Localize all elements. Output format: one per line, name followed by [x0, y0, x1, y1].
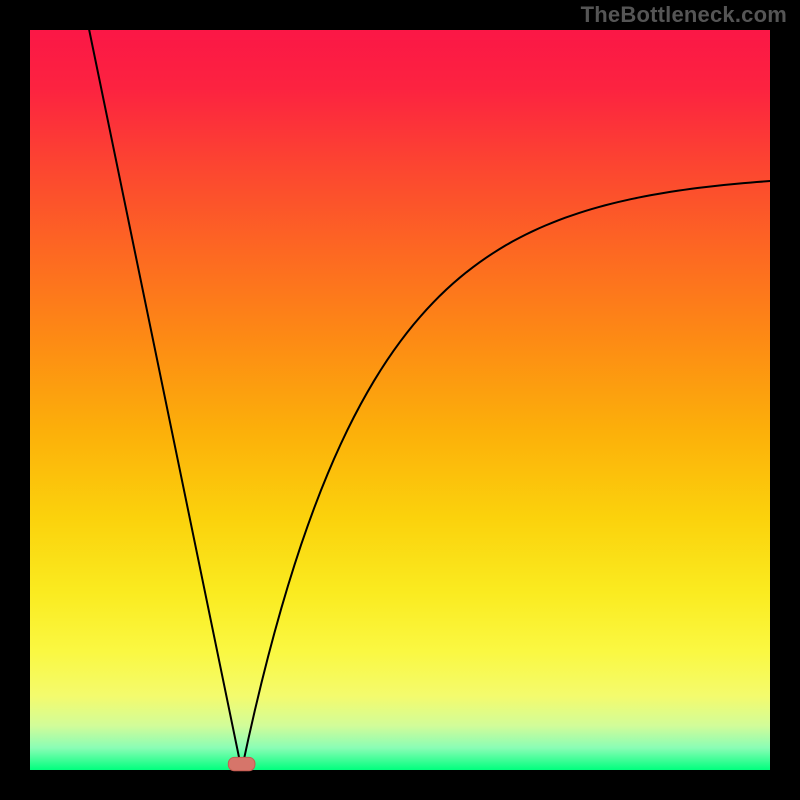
bottleneck-chart: [0, 0, 800, 800]
chart-background: [30, 30, 770, 770]
optimal-point-marker: [228, 757, 255, 770]
chart-svg: [0, 0, 800, 800]
watermark-text: TheBottleneck.com: [581, 2, 787, 28]
